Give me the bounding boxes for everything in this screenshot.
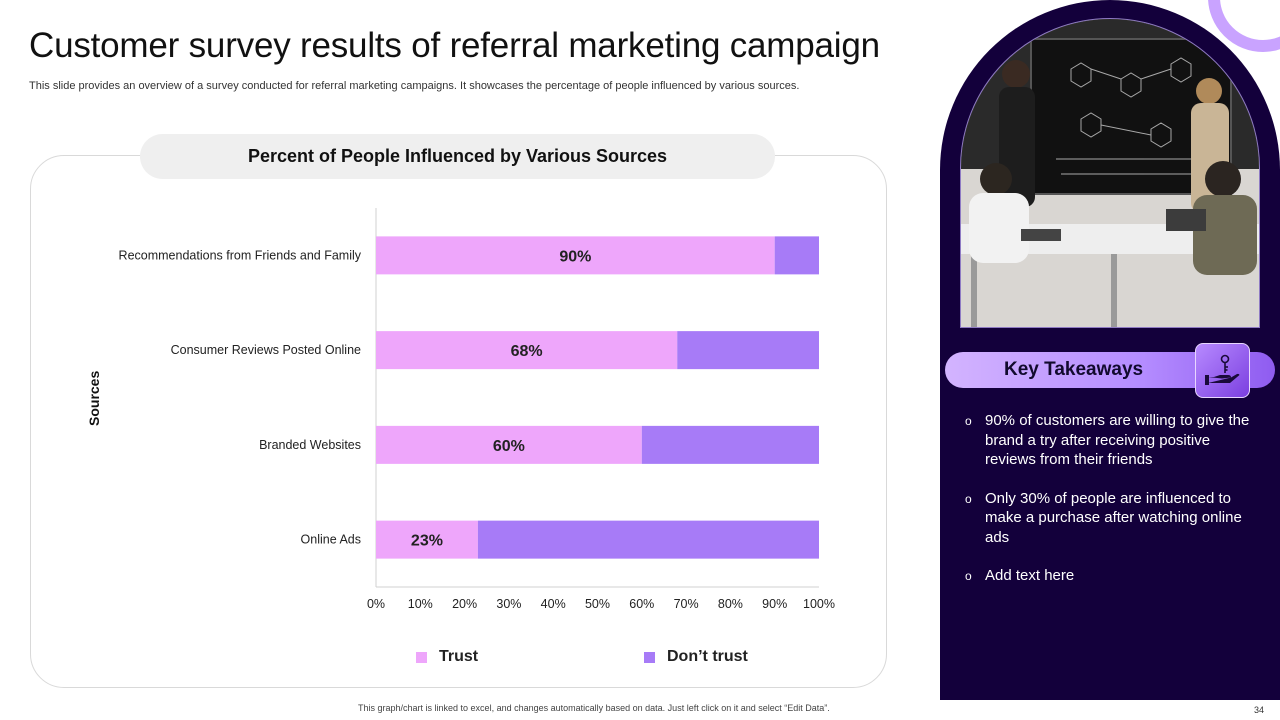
takeaway-item: o Only 30% of people are influenced to m… <box>965 489 1265 548</box>
x-tick-label: 50% <box>585 597 610 611</box>
bar-dont-trust <box>677 331 819 370</box>
bullet-marker: o <box>965 569 972 583</box>
takeaway-item: o 90% of customers are willing to give t… <box>965 411 1265 470</box>
hand-with-key-icon <box>1195 343 1250 398</box>
legend-swatch-dont-trust <box>644 651 655 663</box>
category-label: Branded Websites <box>259 438 361 452</box>
bullet-marker: o <box>965 414 972 428</box>
x-tick-label: 20% <box>452 597 477 611</box>
x-tick-label: 10% <box>408 597 433 611</box>
takeaway-item: o Add text here <box>965 566 1265 586</box>
category-label: Consumer Reviews Posted Online <box>171 343 361 357</box>
page-title: Customer survey results of referral mark… <box>29 26 880 65</box>
takeaway-text: 90% of customers are willing to give the… <box>985 412 1250 468</box>
bar-trust <box>376 425 642 464</box>
x-tick-label: 100% <box>803 597 835 611</box>
x-tick-label: 70% <box>674 597 699 611</box>
bullet-marker: o <box>965 491 972 506</box>
takeaways-list: o 90% of customers are willing to give t… <box>965 411 1265 605</box>
legend-item-trust: Trust <box>416 648 478 666</box>
takeaway-text: Only 30% of people are influenced to mak… <box>985 489 1242 546</box>
x-tick-label: 30% <box>496 597 521 611</box>
bar-trust <box>376 236 775 275</box>
chart-title: Percent of People Influenced by Various … <box>140 134 775 179</box>
bar-dont-trust <box>641 425 819 464</box>
takeaway-text: Add text here <box>985 567 1075 584</box>
bar-trust <box>376 520 478 559</box>
data-label: 68% <box>511 343 543 360</box>
category-label: Online Ads <box>301 533 361 547</box>
meeting-photo-illustration <box>961 19 1259 327</box>
page-number: 34 <box>1254 705 1265 715</box>
x-tick-label: 60% <box>629 597 654 611</box>
bar-dont-trust <box>477 520 819 559</box>
y-axis-label: Sources <box>86 370 102 426</box>
page-subtitle: This slide provides an overview of a sur… <box>29 80 800 92</box>
legend-swatch-trust <box>416 651 427 663</box>
bar-chart: Recommendations from Friends and Family 9… <box>119 208 835 611</box>
bar-dont-trust <box>774 236 819 275</box>
x-tick-label: 90% <box>762 597 787 611</box>
x-tick-label: 80% <box>718 597 743 611</box>
legend-label-dont-trust: Don’t trust <box>667 648 748 665</box>
x-tick-label: 0% <box>367 597 385 611</box>
footnote: This graph/chart is linked to excel, and… <box>358 703 830 713</box>
bar-trust <box>376 331 678 370</box>
category-label: Recommendations from Friends and Family <box>119 248 362 262</box>
meeting-photo <box>960 18 1260 328</box>
hand-with-key-icon-glyph <box>1204 354 1239 385</box>
data-label: 23% <box>411 533 443 550</box>
legend-label-trust: Trust <box>439 648 479 665</box>
x-tick-label: 40% <box>541 597 566 611</box>
data-label: 90% <box>559 248 591 265</box>
data-label: 60% <box>493 438 525 455</box>
takeaways-heading: Key Takeaways <box>1004 359 1144 380</box>
legend-item-dont-trust: Don’t trust <box>644 648 748 666</box>
